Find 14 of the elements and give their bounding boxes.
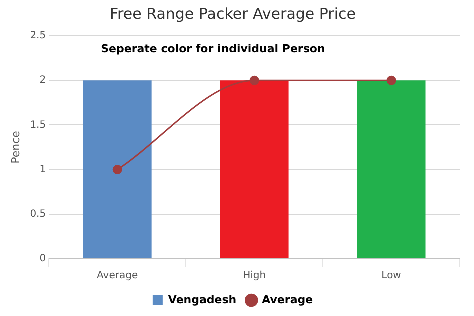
chart-title: Free Range Packer Average Price	[110, 4, 356, 23]
x-tick-label: Average	[97, 270, 138, 282]
y-tick-label: 1.5	[30, 120, 46, 131]
x-tick-label: Low	[382, 270, 402, 282]
y-tick-label: 2	[40, 75, 46, 86]
legend-label: Vengadesh	[168, 293, 237, 306]
y-tick-label: 0	[40, 254, 46, 265]
y-tick-label: 2.5	[30, 30, 46, 42]
annotation: Seperate color for individual Person	[101, 42, 326, 56]
x-tick-label: High	[243, 270, 266, 282]
legend-label: Average	[262, 293, 314, 306]
y-tick-label: 1	[40, 164, 46, 176]
y-axis-title: Pence	[9, 130, 22, 164]
y-tick-label: 0.5	[30, 208, 46, 220]
